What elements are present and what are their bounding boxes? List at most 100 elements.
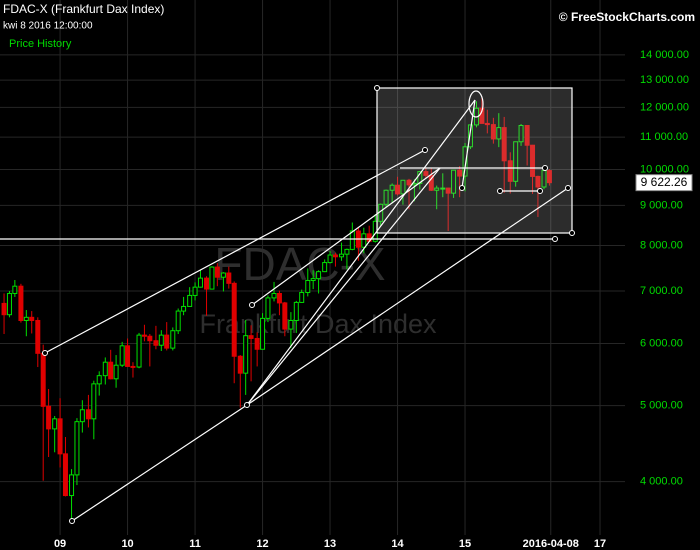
x-tick-label: 2016-04-08 (523, 538, 579, 550)
drawings (0, 85, 575, 524)
x-tick-label: 13 (324, 538, 336, 550)
highlight-ellipse (468, 90, 484, 118)
source-credit: © FreeStockCharts.com (559, 10, 695, 24)
candle-body (175, 310, 181, 332)
candle-body (192, 286, 198, 296)
candle-body (119, 345, 125, 366)
candle-body (204, 277, 210, 290)
candle-body (344, 248, 350, 255)
y-tick-label: 5 000.00 (640, 400, 683, 412)
candle-body (518, 125, 524, 143)
watermark-name: Frankfurt Dax Index (199, 309, 437, 339)
candle-body (327, 254, 333, 264)
candle-body (74, 421, 80, 476)
candle-body (467, 124, 473, 148)
trend-line (461, 99, 476, 189)
x-tick-label: 12 (256, 538, 268, 550)
candle-body (187, 294, 193, 307)
candle-body (305, 279, 311, 293)
x-tick-label: 17 (594, 538, 606, 550)
trend-line (71, 404, 248, 522)
candle-body (197, 277, 203, 288)
candle-body (496, 127, 502, 140)
x-tick-label: 10 (121, 538, 133, 550)
candle-body (57, 418, 63, 455)
candle-body (209, 266, 215, 290)
candle-body (35, 319, 41, 354)
last-price-label: 9 622.26 (641, 175, 688, 189)
candle-body (12, 285, 18, 294)
chart-title: FDAC-X (Frankfurt Dax Index) (3, 2, 164, 16)
candle-body (310, 278, 316, 281)
trend-line (246, 187, 569, 406)
candle-body (214, 266, 220, 278)
candle-body (349, 230, 355, 250)
candle-body (147, 335, 153, 342)
x-tick-label: 11 (189, 538, 201, 550)
candle-body (1, 302, 7, 316)
x-tick-label: 09 (54, 538, 66, 550)
anchor-point (249, 302, 255, 308)
candle-body (434, 187, 440, 191)
candle-body (62, 453, 68, 497)
candle-body (332, 254, 338, 258)
candle-body (406, 179, 412, 186)
y-tick-label: 14 000.00 (640, 49, 689, 61)
y-tick-label: 4 000.00 (640, 476, 683, 488)
candle-body (113, 364, 119, 380)
candle-body (158, 334, 164, 346)
candle-body (361, 233, 367, 248)
candle-body (6, 292, 12, 316)
candle-body (339, 253, 345, 258)
candle-body (479, 107, 485, 124)
candle-body (130, 365, 136, 368)
anchor-point (497, 188, 503, 194)
candle-body (237, 355, 243, 374)
candle-body (29, 316, 35, 321)
candle-body (299, 291, 305, 303)
candle-body (546, 170, 552, 184)
anchor-point (374, 85, 380, 91)
candle-body (265, 297, 271, 319)
candle-body (445, 187, 451, 194)
candle-body (288, 319, 294, 330)
candle-body (451, 169, 457, 194)
y-tick-label: 6 000.00 (640, 337, 683, 349)
anchor-point (422, 147, 428, 153)
candle-body (69, 474, 75, 497)
candle-body (322, 262, 328, 273)
candle-body (226, 272, 232, 284)
anchor-point (537, 188, 543, 194)
candle-body (260, 317, 266, 350)
candle-body (383, 189, 389, 205)
anchor-point (565, 185, 571, 191)
anchor-point (459, 185, 465, 191)
candle-body (125, 345, 131, 367)
highlight-box (376, 87, 573, 234)
y-tick-label: 13 000.00 (640, 74, 689, 86)
candle-body (85, 409, 91, 420)
candle-body (440, 187, 446, 190)
candle-body (395, 184, 401, 195)
candle-body (23, 316, 29, 321)
candle-body (428, 174, 434, 191)
anchor-point (542, 165, 548, 171)
anchor-point (42, 350, 48, 356)
y-tick-label: 7 000.00 (640, 285, 683, 297)
candle-body (535, 175, 541, 188)
candle-body (316, 271, 322, 280)
anchor-point (69, 518, 75, 524)
candle-body (254, 337, 260, 350)
last-price-box (635, 174, 693, 192)
y-tick-label: 12 000.00 (640, 101, 689, 113)
x-tick-label: 14 (391, 538, 404, 550)
candle-body (136, 334, 142, 368)
candle-body (181, 305, 187, 312)
candle-body (79, 409, 85, 423)
candle-body (501, 127, 507, 162)
trend-line (44, 149, 426, 354)
candle-body (400, 179, 406, 195)
candle-body (462, 146, 468, 177)
